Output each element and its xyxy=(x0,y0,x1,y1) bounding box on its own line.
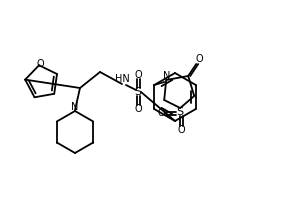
Text: S: S xyxy=(177,107,184,117)
Text: HN: HN xyxy=(115,74,129,84)
Text: N: N xyxy=(71,102,79,112)
Text: O: O xyxy=(177,125,185,135)
Text: S: S xyxy=(134,87,142,97)
Text: N: N xyxy=(163,71,170,81)
Text: O: O xyxy=(135,70,142,80)
Text: O: O xyxy=(195,54,203,64)
Text: O: O xyxy=(36,59,44,69)
Text: O: O xyxy=(158,108,165,118)
Text: O: O xyxy=(135,104,142,114)
